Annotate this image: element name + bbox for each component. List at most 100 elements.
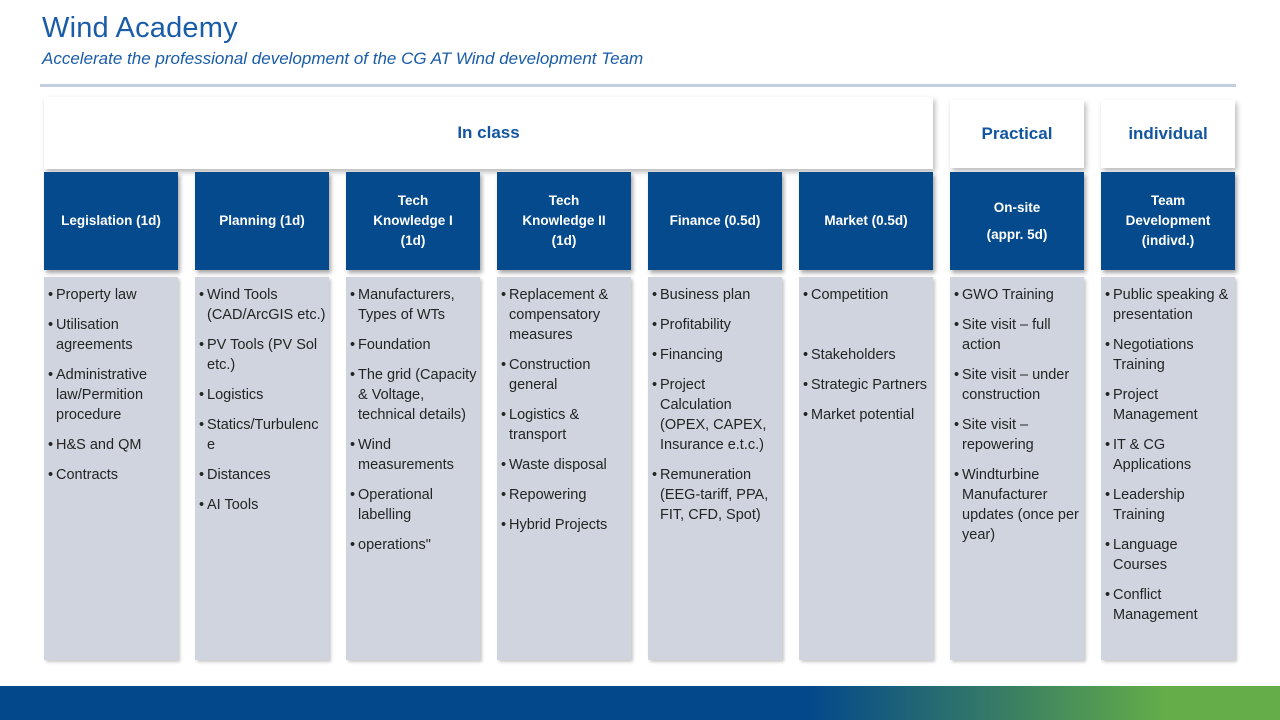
list-item: • Wind Tools (CAD/ArcGIS etc.) [199,285,326,325]
bullet-icon: • [1105,287,1111,303]
list-item: • Project Calculation (OPEX, CAPEX, Insur… [652,375,779,455]
list-item-text: Profitability [660,317,731,333]
list-item: • operations" [350,535,477,555]
bullet-icon: • [1105,337,1111,353]
list-item-text: Statics/Turbulence [207,417,319,453]
list-item-text: Waste disposal [509,457,607,473]
list-item [803,315,930,335]
bullet-icon: • [48,367,54,383]
list-item: • AI Tools [199,495,326,515]
list-item: • Financing [652,345,779,365]
list-item: • IT & CG Applications [1105,435,1232,475]
list-item-text: Logistics & transport [509,407,580,443]
column-body-team-development: • Public speaking & presentation • Negotiat… [1101,277,1235,660]
bullet-icon: • [350,367,356,383]
bullet-icon: • [652,287,658,303]
bullet-icon: • [1105,487,1111,503]
list-item-text: Logistics [207,387,264,403]
bullet-icon: • [48,437,54,453]
bullet-icon: • [48,317,54,333]
list-item: • Logistics & transport [501,405,628,445]
bullet-icon: • [501,517,507,533]
bullet-icon: • [652,467,658,483]
column-body-market: • Competition • Stakeholders • Strategic Part… [799,277,933,660]
list-item-text: Project Calculation (OPEX, CAPEX, Insura… [660,377,767,453]
bullet-icon: • [954,467,960,483]
header-divider [40,84,1236,87]
column-header-legislation: Legislation (1d) [44,172,178,270]
list-item-text: Remuneration (EEG-tariff, PPA, FIT, CFD,… [660,467,769,523]
group-header-individual: individual [1101,100,1235,168]
list-item-text: Repowering [509,487,587,503]
list-item-text: PV Tools (PV Sol etc.) [207,337,318,373]
list-item: • Statics/Turbulence [199,415,326,455]
list-item: • Competition [803,285,930,305]
list-item: • GWO Training [954,285,1081,305]
bullet-icon: • [652,347,658,363]
title-block: Wind Academy Accelerate the professional… [42,12,643,69]
list-item-text: Language Courses [1113,537,1178,573]
page-title: Wind Academy [42,12,238,44]
list-item: • Operational labelling [350,485,477,525]
bullet-icon: • [954,287,960,303]
bullet-icon: • [350,437,356,453]
list-item: • Conflict Management [1105,585,1232,625]
list-item-text: Windturbine Manufacturer updates (once p… [962,467,1079,543]
list-item: • Distances [199,465,326,485]
group-header-practical-label: Practical [981,124,1053,143]
list-item-text: Site visit – under construction [962,367,1070,403]
bullet-icon: • [501,357,507,373]
list-item: • Public speaking & presentation [1105,285,1232,325]
list-item: • Construction general [501,355,628,395]
column-header-tech-knowledge-1: Tech Knowledge I (1d) [346,172,480,270]
bullet-icon: • [199,467,205,483]
list-item: • Business plan [652,285,779,305]
list-item: • PV Tools (PV Sol etc.) [199,335,326,375]
list-item: • Administrative law/Permition procedure [48,365,175,425]
list-item: • Language Courses [1105,535,1232,575]
list-item-text: operations" [358,537,431,553]
list-item: • Waste disposal [501,455,628,475]
list-item-text: Negotiations Training [1113,337,1194,373]
list-item-text: Administrative law/Permition procedure [56,367,148,423]
column-team-development: Team Development (indivd.) • Public speak… [1101,172,1235,660]
list-item: • H&S and QM [48,435,175,455]
list-item: • Foundation [350,335,477,355]
list-item: • Hybrid Projects [501,515,628,535]
list-item: • Replacement & compensatory measures [501,285,628,345]
column-header-planning: Planning (1d) [195,172,329,270]
group-header-practical: Practical [950,100,1084,168]
bullet-icon: • [199,287,205,303]
bullet-icon: • [954,317,960,333]
bottom-accent-bar [0,686,1280,720]
bullet-icon: • [803,377,809,393]
column-tech-knowledge-1: Tech Knowledge I (1d) • Manufacturers, Ty… [346,172,480,660]
bullet-icon: • [803,407,809,423]
column-body-planning: • Wind Tools (CAD/ArcGIS etc.) • PV Tools (… [195,277,329,660]
list-item: • Utilisation agreements [48,315,175,355]
list-item-text: Market potential [811,407,915,423]
list-item-text: Conflict Management [1113,587,1198,623]
column-body-tech-knowledge-1: • Manufacturers, Types of WTs • Foundation •… [346,277,480,660]
column-header-market: Market (0.5d) [799,172,933,270]
column-header-finance: Finance (0.5d) [648,172,782,270]
column-on-site: On-site (appr. 5d) • GWO Training • Site vi… [950,172,1084,660]
list-item: • Leadership Training [1105,485,1232,525]
bullet-icon: • [1105,437,1111,453]
list-item-text: Replacement & compensatory measures [509,287,609,343]
list-item-text: Financing [660,347,723,363]
column-body-on-site: • GWO Training • Site visit – full action • S… [950,277,1084,660]
list-item-text: Operational labelling [358,487,433,523]
list-item-text: Project Management [1113,387,1198,423]
column-legislation: Legislation (1d) • Property law • Utilisati… [44,172,178,660]
column-finance: Finance (0.5d) • Business plan • Profitabil… [648,172,782,660]
list-item: • Site visit – repowering [954,415,1081,455]
bullet-icon: • [501,487,507,503]
bullet-icon: • [652,317,658,333]
list-item-text: Hybrid Projects [509,517,608,533]
bullet-icon: • [350,337,356,353]
list-item-text: Wind Tools (CAD/ArcGIS etc.) [207,287,326,323]
list-item: • Strategic Partners [803,375,930,395]
list-item-text: Property law [56,287,137,303]
